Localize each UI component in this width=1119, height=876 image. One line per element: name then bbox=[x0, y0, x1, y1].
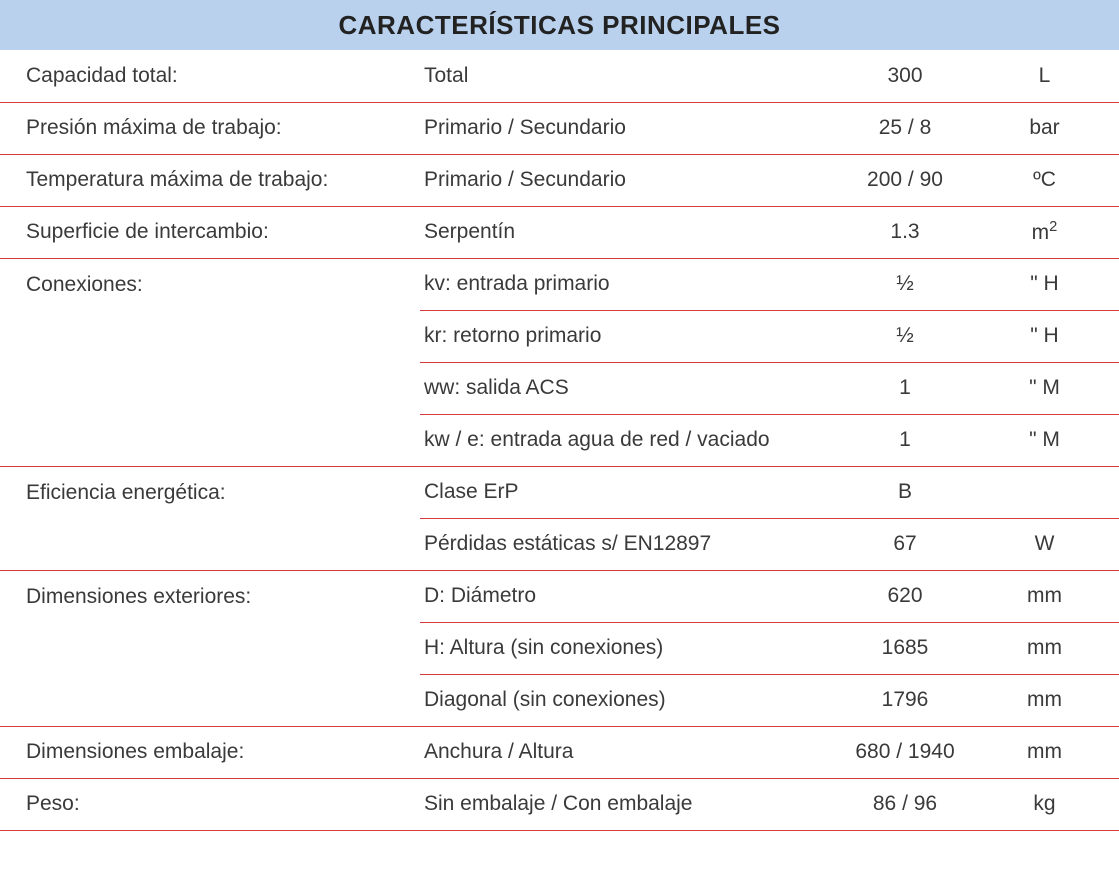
row-label: Dimensiones exteriores: bbox=[0, 570, 420, 622]
table-row: Presión máxima de trabajo:Primario / Sec… bbox=[0, 102, 1119, 154]
row-spec: Primario / Secundario bbox=[420, 102, 820, 154]
row-unit: mm bbox=[990, 726, 1119, 778]
row-label: Peso: bbox=[0, 778, 420, 830]
row-spec: Primario / Secundario bbox=[420, 154, 820, 206]
row-spec: kr: retorno primario bbox=[420, 310, 820, 362]
row-unit: L bbox=[990, 50, 1119, 102]
row-label bbox=[0, 310, 420, 362]
row-unit: " M bbox=[990, 362, 1119, 414]
table-row: Peso:Sin embalaje / Con embalaje86 / 96k… bbox=[0, 778, 1119, 830]
row-spec: H: Altura (sin conexiones) bbox=[420, 622, 820, 674]
table-title: CARACTERÍSTICAS PRINCIPALES bbox=[0, 0, 1119, 50]
table-row: Superficie de intercambio:Serpentín1.3m2 bbox=[0, 206, 1119, 258]
row-spec: Diagonal (sin conexiones) bbox=[420, 674, 820, 726]
row-unit: m2 bbox=[990, 206, 1119, 258]
row-unit: bar bbox=[990, 102, 1119, 154]
row-unit: mm bbox=[990, 674, 1119, 726]
row-unit: mm bbox=[990, 622, 1119, 674]
row-label bbox=[0, 622, 420, 674]
table-row: Dimensiones exteriores:D: Diámetro620mm bbox=[0, 570, 1119, 622]
table-row: kr: retorno primario½" H bbox=[0, 310, 1119, 362]
table-row: Pérdidas estáticas s/ EN1289767W bbox=[0, 518, 1119, 570]
row-unit bbox=[990, 466, 1119, 518]
row-value: 680 / 1940 bbox=[820, 726, 990, 778]
row-spec: Anchura / Altura bbox=[420, 726, 820, 778]
table-row: ww: salida ACS1" M bbox=[0, 362, 1119, 414]
row-spec: Clase ErP bbox=[420, 466, 820, 518]
row-unit: W bbox=[990, 518, 1119, 570]
row-label bbox=[0, 414, 420, 466]
row-label bbox=[0, 674, 420, 726]
spec-table: CARACTERÍSTICAS PRINCIPALES Capacidad to… bbox=[0, 0, 1119, 831]
spec-rows: Capacidad total:Total300LPresión máxima … bbox=[0, 50, 1119, 831]
row-label: Eficiencia energética: bbox=[0, 466, 420, 518]
row-label: Capacidad total: bbox=[0, 50, 420, 102]
row-value: B bbox=[820, 466, 990, 518]
row-value: 300 bbox=[820, 50, 990, 102]
table-row: H: Altura (sin conexiones)1685mm bbox=[0, 622, 1119, 674]
row-label bbox=[0, 362, 420, 414]
row-label: Dimensiones embalaje: bbox=[0, 726, 420, 778]
row-label: Superficie de intercambio: bbox=[0, 206, 420, 258]
row-unit: " H bbox=[990, 310, 1119, 362]
row-value: 1.3 bbox=[820, 206, 990, 258]
row-spec: Serpentín bbox=[420, 206, 820, 258]
table-row: Dimensiones embalaje:Anchura / Altura680… bbox=[0, 726, 1119, 778]
row-spec: ww: salida ACS bbox=[420, 362, 820, 414]
row-value: 67 bbox=[820, 518, 990, 570]
row-spec: Pérdidas estáticas s/ EN12897 bbox=[420, 518, 820, 570]
row-value: 200 / 90 bbox=[820, 154, 990, 206]
row-value: 1685 bbox=[820, 622, 990, 674]
row-value: 1 bbox=[820, 414, 990, 466]
table-row: Diagonal (sin conexiones)1796mm bbox=[0, 674, 1119, 726]
row-unit: " H bbox=[990, 258, 1119, 310]
row-label: Conexiones: bbox=[0, 258, 420, 310]
row-value: 1796 bbox=[820, 674, 990, 726]
row-label: Presión máxima de trabajo: bbox=[0, 102, 420, 154]
table-row: Conexiones:kv: entrada primario½" H bbox=[0, 258, 1119, 310]
row-spec: kv: entrada primario bbox=[420, 258, 820, 310]
table-row: Capacidad total:Total300L bbox=[0, 50, 1119, 102]
row-spec: kw / e: entrada agua de red / vaciado bbox=[420, 414, 820, 466]
row-unit: mm bbox=[990, 570, 1119, 622]
row-label: Temperatura máxima de trabajo: bbox=[0, 154, 420, 206]
row-unit: ºC bbox=[990, 154, 1119, 206]
row-value: 1 bbox=[820, 362, 990, 414]
row-value: 86 / 96 bbox=[820, 778, 990, 830]
row-spec: Total bbox=[420, 50, 820, 102]
table-row: kw / e: entrada agua de red / vaciado1" … bbox=[0, 414, 1119, 466]
row-spec: Sin embalaje / Con embalaje bbox=[420, 778, 820, 830]
row-value: ½ bbox=[820, 258, 990, 310]
row-value: ½ bbox=[820, 310, 990, 362]
row-label bbox=[0, 518, 420, 570]
table-row: Temperatura máxima de trabajo:Primario /… bbox=[0, 154, 1119, 206]
row-spec: D: Diámetro bbox=[420, 570, 820, 622]
row-unit: kg bbox=[990, 778, 1119, 830]
row-value: 25 / 8 bbox=[820, 102, 990, 154]
row-value: 620 bbox=[820, 570, 990, 622]
table-row: Eficiencia energética:Clase ErPB bbox=[0, 466, 1119, 518]
row-unit: " M bbox=[990, 414, 1119, 466]
